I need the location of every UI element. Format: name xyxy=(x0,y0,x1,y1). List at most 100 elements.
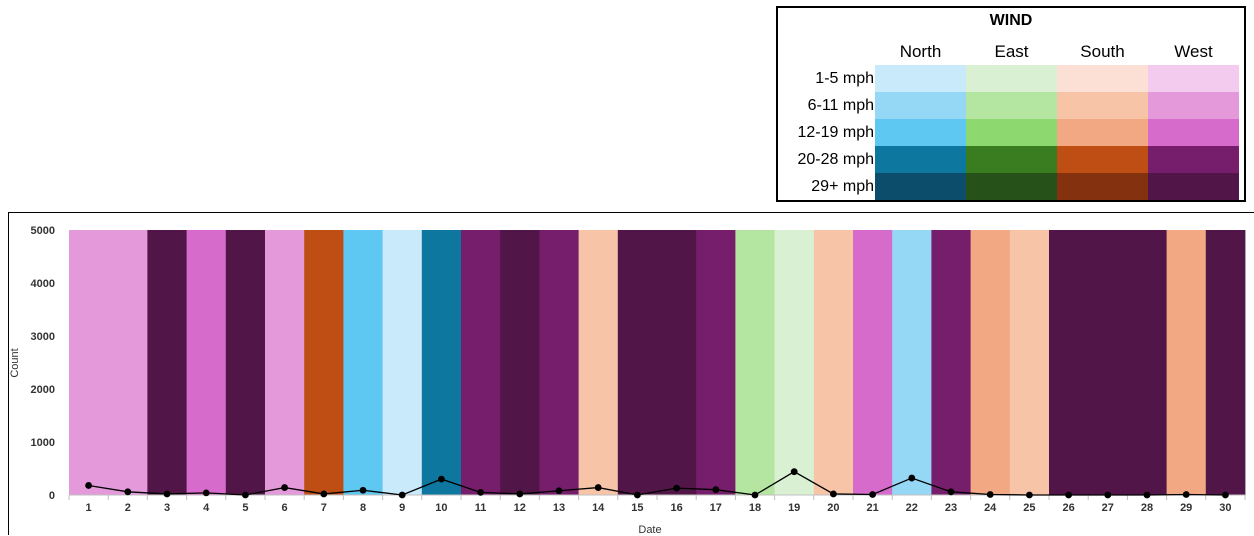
bar xyxy=(1088,230,1128,495)
bar xyxy=(539,230,579,495)
chart-frame: 0 1000 2000 3000 4000 5000 1 2 3 4 5 6 7 8 9 10 11 12 13 1… xyxy=(8,212,1254,536)
count-point xyxy=(751,491,759,499)
legend-swatch xyxy=(1057,65,1148,92)
count-point xyxy=(1182,491,1190,498)
x-tick-label: 19 xyxy=(788,502,800,514)
x-axis-label: Date xyxy=(638,524,661,536)
legend-swatch xyxy=(875,119,966,146)
x-tick-label: 14 xyxy=(592,502,605,514)
legend-title: WIND xyxy=(989,12,1033,29)
legend-swatch xyxy=(1148,119,1239,146)
count-point xyxy=(869,491,876,498)
x-tick-label: 1 xyxy=(86,502,92,514)
legend-swatch xyxy=(1057,92,1148,119)
bar xyxy=(1009,230,1050,495)
count-point xyxy=(555,487,563,495)
count-point xyxy=(398,491,406,499)
bar xyxy=(147,230,187,495)
count-point xyxy=(359,486,367,494)
x-tick-label: 9 xyxy=(399,502,405,514)
count-point xyxy=(986,491,994,498)
legend-swatch xyxy=(1148,173,1239,200)
count-point xyxy=(202,489,210,497)
count-point xyxy=(438,475,445,483)
count-point xyxy=(320,490,328,498)
x-tick-label: 13 xyxy=(553,502,565,514)
x-tick-label: 17 xyxy=(710,502,722,514)
legend-swatch xyxy=(1148,146,1239,173)
bar xyxy=(813,230,854,495)
count-point xyxy=(124,488,132,496)
wind-legend: WIND North East South West 1-5 mph 6-11 mph 12… xyxy=(776,6,1246,202)
legend-swatch xyxy=(875,146,966,173)
bar xyxy=(343,230,383,495)
legend-direction-south: South xyxy=(1080,42,1125,61)
y-tick-label: 2000 xyxy=(31,384,55,396)
bar xyxy=(578,230,619,495)
legend-swatch xyxy=(1148,92,1239,119)
legend-swatch xyxy=(1057,146,1148,173)
x-tick-label: 2 xyxy=(125,502,131,514)
bar xyxy=(657,230,697,495)
bar xyxy=(931,230,971,495)
x-tick-label: 10 xyxy=(435,502,447,514)
x-tick-label: 25 xyxy=(1023,502,1035,514)
count-point xyxy=(1065,491,1072,499)
y-tick-label: 4000 xyxy=(31,278,55,290)
bar xyxy=(617,230,658,495)
legend-speed-label: 1-5 mph xyxy=(815,70,874,87)
x-tick-label: 4 xyxy=(203,502,210,514)
x-tick-label: 24 xyxy=(984,502,997,514)
legend-speed-label: 20-28 mph xyxy=(797,151,875,168)
bar xyxy=(892,230,932,495)
count-line xyxy=(88,470,1226,496)
bar xyxy=(696,230,736,495)
bar xyxy=(225,230,266,495)
x-tick-label: 28 xyxy=(1141,502,1153,514)
bar xyxy=(970,230,1011,495)
y-tick-label: 0 xyxy=(49,490,55,502)
x-tick-label: 8 xyxy=(360,502,366,514)
x-tick-label: 23 xyxy=(945,502,957,514)
legend-speed-label: 29+ mph xyxy=(811,178,874,195)
count-point xyxy=(477,488,484,496)
count-point xyxy=(634,491,641,499)
legend-swatch xyxy=(1148,65,1239,92)
legend-swatch xyxy=(1057,173,1148,200)
legend-swatch xyxy=(966,146,1057,173)
x-tick-label: 16 xyxy=(670,502,682,514)
legend-speed-label: 12-19 mph xyxy=(797,124,875,141)
legend-swatch xyxy=(875,92,966,119)
legend-swatch xyxy=(966,92,1057,119)
bar xyxy=(1127,230,1167,495)
count-point xyxy=(516,490,524,498)
x-tick-label: 29 xyxy=(1180,502,1192,514)
x-tick-label: 12 xyxy=(514,502,526,514)
bar xyxy=(108,230,148,495)
legend-direction-east: East xyxy=(994,42,1029,61)
x-tick-label: 27 xyxy=(1102,502,1114,514)
legend-swatch xyxy=(966,119,1057,146)
x-tick-label: 22 xyxy=(906,502,918,514)
bar xyxy=(1166,230,1207,495)
legend-swatch xyxy=(875,173,966,200)
bar xyxy=(265,230,305,495)
bar xyxy=(304,230,344,495)
count-point xyxy=(281,484,288,491)
legend-swatch xyxy=(966,173,1057,200)
legend-direction-north: North xyxy=(899,42,942,61)
count-point xyxy=(947,488,955,496)
x-tick-label: 21 xyxy=(866,502,878,514)
count-point xyxy=(673,484,680,492)
y-tick-label: 1000 xyxy=(31,437,55,449)
count-point xyxy=(1104,491,1112,499)
bar xyxy=(461,230,501,495)
bar xyxy=(1205,230,1246,495)
bar xyxy=(421,230,462,495)
count-point xyxy=(712,486,720,494)
x-tick-label: 6 xyxy=(282,502,288,514)
count-point xyxy=(1222,491,1229,499)
legend-swatch xyxy=(966,65,1057,92)
y-axis-label: Count xyxy=(9,348,21,377)
